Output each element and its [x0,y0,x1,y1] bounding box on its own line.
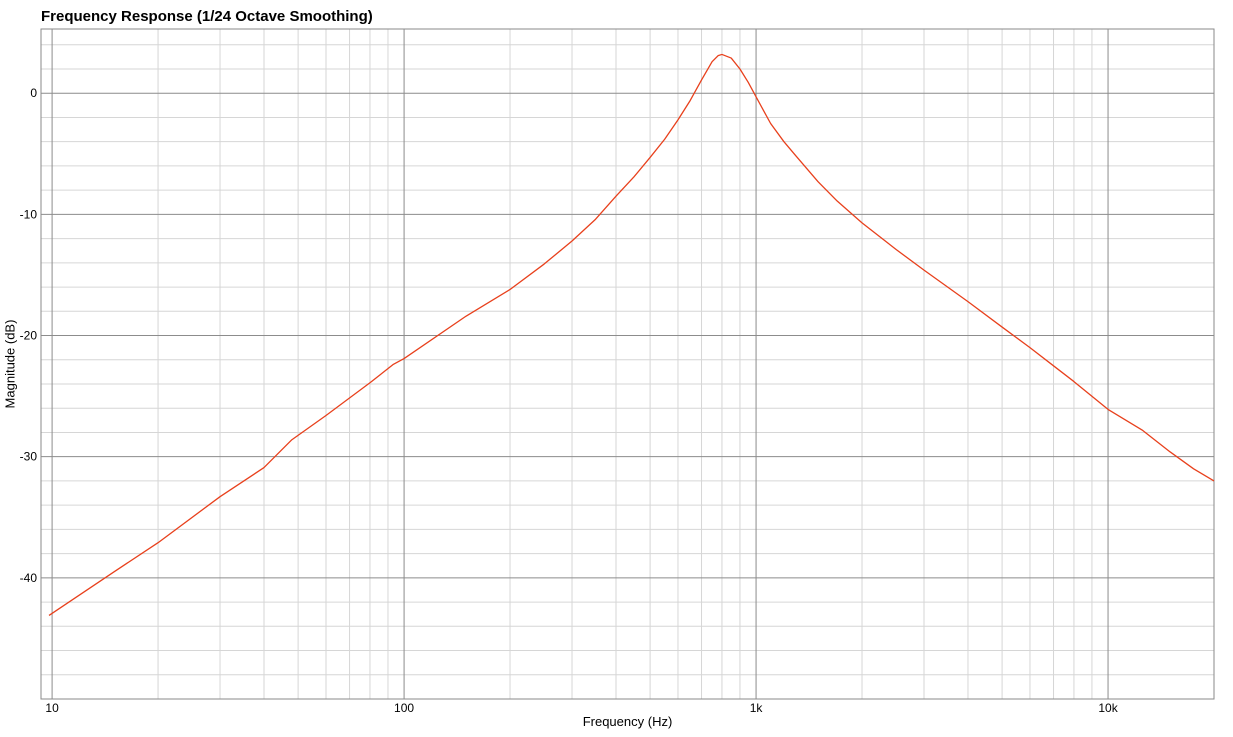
chart-title: Frequency Response (1/24 Octave Smoothin… [41,8,373,25]
x-tick-labels: 10 100 1k 10k [45,701,1118,715]
series-line [48,53,1215,616]
x-tick-label: 10 [45,701,59,715]
minor-grid [41,29,1215,699]
y-tick-label: 0 [30,86,37,100]
x-axis-label: Frequency (Hz) [582,714,673,729]
x-tick-label: 1k [750,701,764,715]
y-tick-labels: 0 -10 -20 -30 -40 [20,86,38,585]
x-tick-label: 100 [394,701,414,715]
y-tick-label: -20 [20,329,38,343]
major-grid [41,29,1214,700]
y-tick-label: -30 [20,450,38,464]
plot-frame [40,28,1215,700]
y-tick-label: -10 [20,207,38,221]
y-tick-label: -40 [20,571,38,585]
series-layer [48,53,1215,616]
x-tick-label: 10k [1098,701,1118,715]
